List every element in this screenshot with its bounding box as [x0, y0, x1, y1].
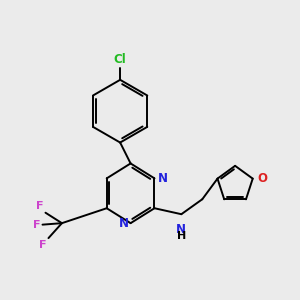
Text: Cl: Cl [114, 53, 127, 66]
Text: N: N [119, 217, 129, 230]
Text: H: H [177, 231, 186, 241]
Text: N: N [176, 223, 186, 236]
Text: F: F [40, 241, 47, 250]
Text: F: F [36, 201, 43, 211]
Text: F: F [33, 220, 40, 230]
Text: O: O [257, 172, 267, 185]
Text: N: N [158, 172, 168, 185]
